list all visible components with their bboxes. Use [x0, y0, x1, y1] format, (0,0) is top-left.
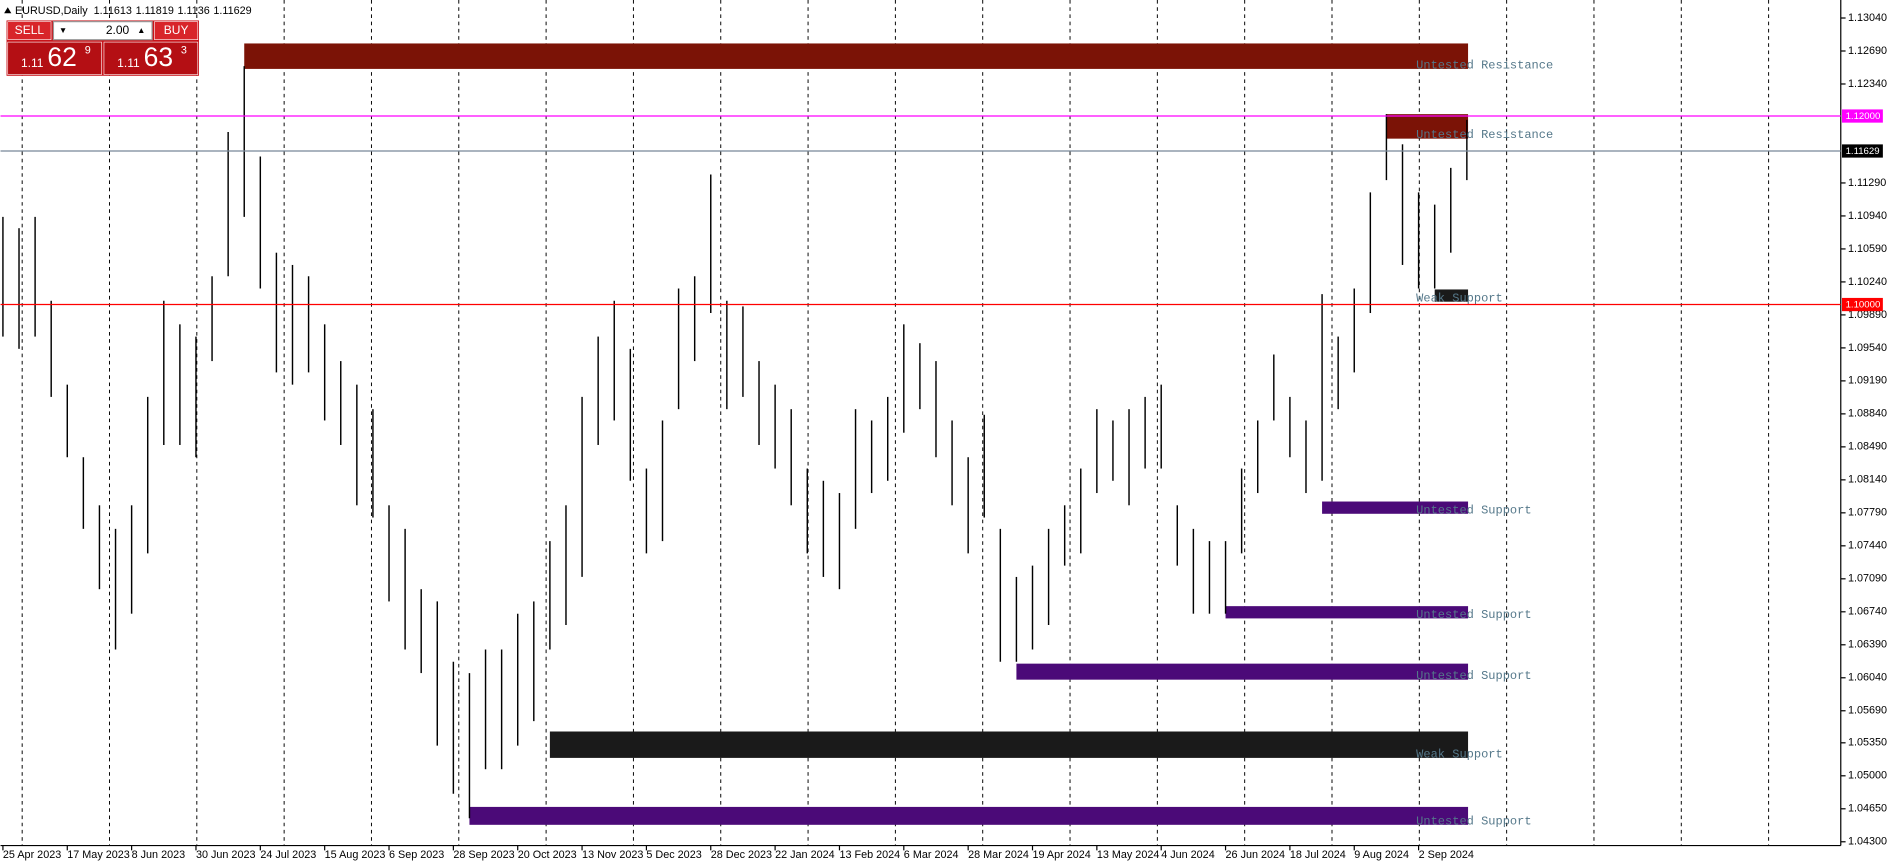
- y-tick-label: 1.10940: [1848, 210, 1887, 222]
- zone: [1434, 289, 1469, 302]
- y-tick-label: 1.07440: [1848, 540, 1887, 552]
- x-tick-label: 13 Nov 2023: [582, 849, 643, 861]
- zone-label: Weak Support: [1416, 747, 1503, 761]
- header: EURUSD,Daily 1.11613 1.11819 1.1136 1.11629: [15, 5, 252, 17]
- x-tick-label: 2 Sep 2024: [1419, 849, 1474, 861]
- y-tick-label: 1.08840: [1848, 408, 1887, 420]
- x-tick-label: 6 Sep 2023: [389, 849, 444, 861]
- zone-label: Untested Resistance: [1416, 58, 1553, 72]
- zone-label: Weak Support: [1416, 291, 1503, 305]
- sell-pips: 62: [47, 42, 76, 72]
- price-label-box: [1841, 144, 1883, 158]
- price-label-box: [1841, 297, 1883, 312]
- zone: [244, 43, 1469, 69]
- lot-up[interactable]: ▲: [137, 25, 145, 35]
- y-tick-label: 1.06740: [1848, 606, 1887, 618]
- sell-price-box[interactable]: [7, 41, 102, 75]
- y-tick-label: 1.12340: [1848, 78, 1887, 90]
- y-tick-label: 1.05350: [1848, 737, 1887, 749]
- x-tick-label: 18 Jul 2024: [1290, 849, 1346, 861]
- symbol: EURUSD,Daily: [15, 5, 88, 17]
- zone-label: Untested Support: [1416, 608, 1531, 622]
- zone: [1016, 663, 1469, 680]
- zone: [1386, 114, 1469, 139]
- y-tick-label: 1.09190: [1848, 375, 1887, 387]
- y-tick-label: 1.05000: [1848, 770, 1887, 782]
- lot-value: 2.00: [106, 23, 130, 37]
- y-tick-label: 1.08490: [1848, 441, 1887, 453]
- x-tick-label: 15 Aug 2023: [325, 849, 386, 861]
- lot-down[interactable]: ▼: [59, 25, 67, 35]
- x-tick-label: 28 Dec 2023: [711, 849, 772, 861]
- x-tick-label: 28 Mar 2024: [968, 849, 1029, 861]
- buy-point: 3: [181, 44, 187, 56]
- buy-label: BUY: [164, 23, 189, 37]
- y-tick-label: 1.12690: [1848, 45, 1887, 57]
- lot-field[interactable]: [52, 21, 153, 41]
- y-tick-label: 1.11290: [1848, 177, 1886, 189]
- header-icon: [4, 7, 12, 14]
- y-tick-label: 1.08140: [1848, 474, 1887, 486]
- zone: [549, 731, 1469, 758]
- price-label: 1.10000: [1846, 300, 1881, 311]
- x-tick-label: 28 Sep 2023: [453, 849, 514, 861]
- y-tick-label: 1.10590: [1848, 243, 1887, 255]
- x-tick-label: 9 Aug 2024: [1354, 849, 1409, 861]
- x-tick-label: 25 Apr 2023: [3, 849, 61, 861]
- high: 1.11819: [136, 5, 174, 17]
- buy-price-box[interactable]: [103, 41, 199, 75]
- x-tick-label: 22 Jan 2024: [775, 849, 835, 861]
- y-tick-label: 1.09890: [1848, 309, 1887, 321]
- y-tick-label: 1.05690: [1848, 705, 1887, 717]
- buy-figure: 1.11: [117, 56, 140, 70]
- price-label: 1.12000: [1846, 111, 1881, 122]
- sell-button[interactable]: [7, 21, 52, 40]
- y-tick-label: 1.04650: [1848, 803, 1887, 815]
- x-tick-label: 20 Oct 2023: [518, 849, 577, 861]
- y-tick-label: 1.07090: [1848, 573, 1887, 585]
- sell-point: 9: [85, 44, 91, 56]
- x-tick-label: 4 Jun 2024: [1161, 849, 1215, 861]
- zone-label: Untested Support: [1416, 503, 1531, 517]
- x-tick-label: 5 Dec 2023: [646, 849, 701, 861]
- zone: [1225, 606, 1469, 619]
- buy-button[interactable]: [154, 21, 199, 40]
- x-tick-label: 13 May 2024: [1097, 849, 1160, 861]
- x-tick-label: 19 Apr 2024: [1033, 849, 1091, 861]
- x-tick-label: 8 Jun 2023: [132, 849, 186, 861]
- y-tick-label: 1.04300: [1848, 836, 1887, 848]
- y-tick-label: 1.09540: [1848, 342, 1887, 354]
- y-tick-label: 1.06390: [1848, 639, 1887, 651]
- open: 1.11613: [94, 5, 132, 17]
- trade-panel: EURUSD,Daily 1.11613 1.11819 1.1136 1.11629 …: [4, 5, 252, 76]
- x-tick-label: 30 Jun 2023: [196, 849, 256, 861]
- zone: [469, 806, 1469, 825]
- price-label-box: [1841, 109, 1883, 123]
- zone-label: Untested Support: [1416, 814, 1531, 828]
- y-tick-label: 1.06040: [1848, 672, 1887, 684]
- x-tick-label: 17 May 2023: [67, 849, 130, 861]
- price-label: 1.11629: [1846, 146, 1880, 157]
- x-tick-label: 26 Jun 2024: [1226, 849, 1286, 861]
- x-tick-label: 6 Mar 2024: [904, 849, 959, 861]
- x-tick-label: 13 Feb 2024: [839, 849, 900, 861]
- zone-label: Untested Resistance: [1416, 128, 1553, 142]
- zone-label: Untested Support: [1416, 669, 1531, 683]
- sell-label: SELL: [15, 23, 45, 37]
- y-tick-label: 1.10240: [1848, 276, 1887, 288]
- close: 1.11629: [213, 5, 251, 17]
- sell-figure: 1.11: [21, 56, 44, 70]
- low: 1.1136: [177, 5, 209, 17]
- y-tick-label: 1.13040: [1848, 12, 1887, 24]
- buy-pips: 63: [144, 42, 173, 72]
- y-tick-label: 1.07790: [1848, 507, 1887, 519]
- zone: [1322, 501, 1469, 514]
- x-tick-label: 24 Jul 2023: [260, 849, 316, 861]
